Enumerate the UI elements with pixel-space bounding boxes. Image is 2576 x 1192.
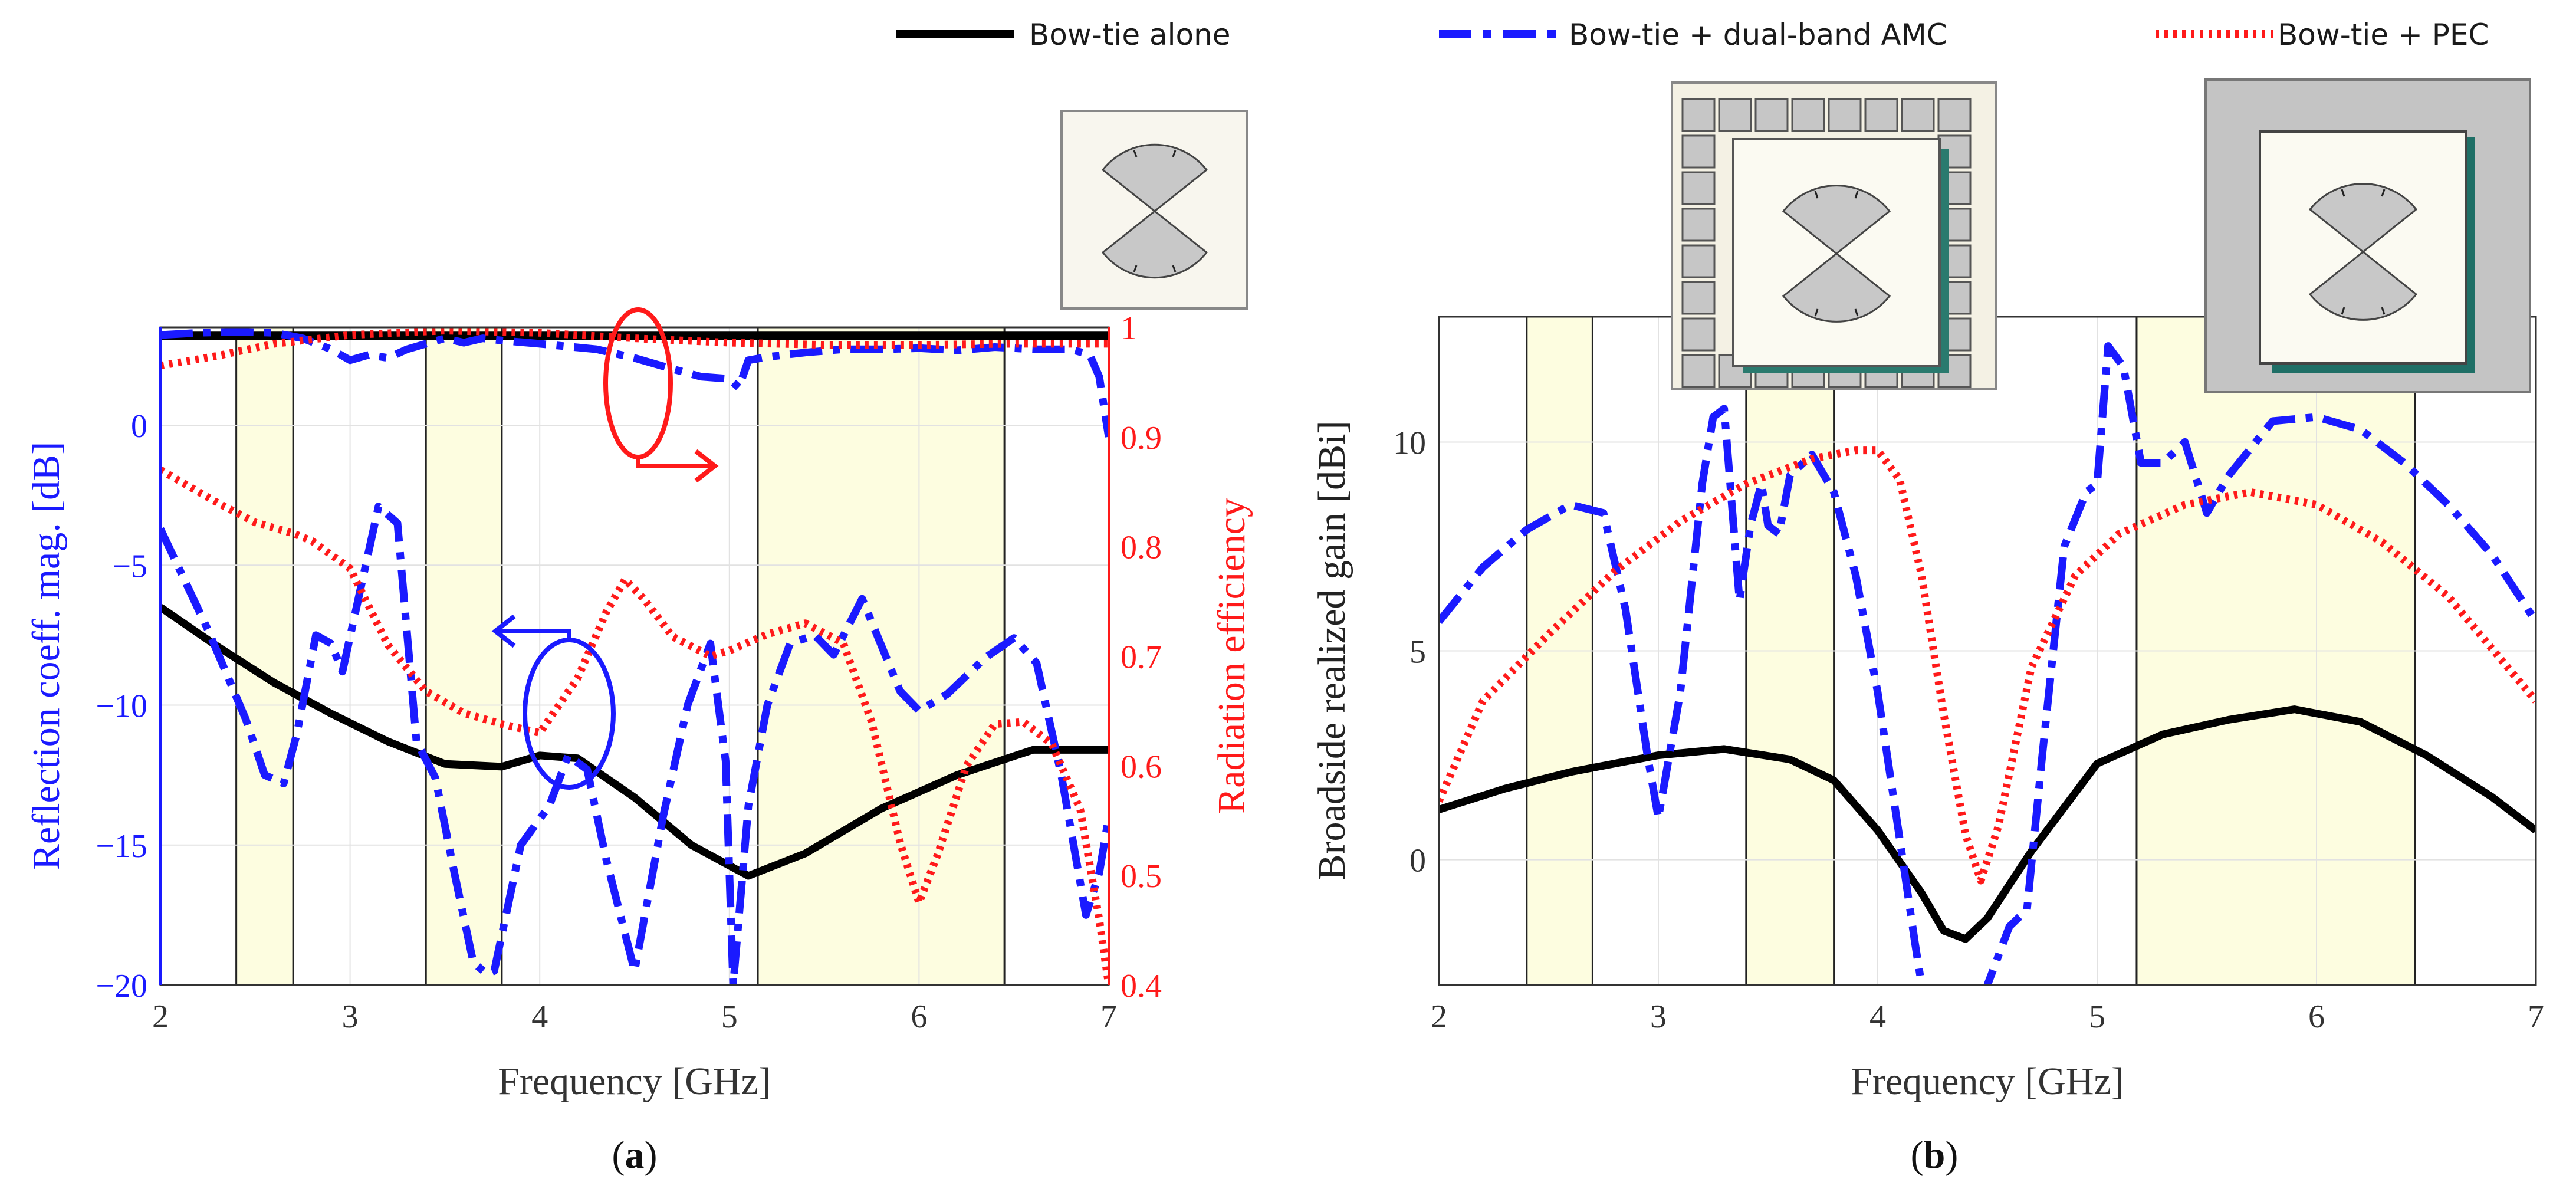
- panel-a-ytick-label: −5: [112, 548, 147, 584]
- panel-a: 2 3 4 5 6 7 0 −5 −10 −15 −20 1 0.9 0.8 0.7 0.6 0.5 0.4 Fr…: [25, 307, 1253, 1177]
- panel-a-series-1: [160, 503, 1109, 985]
- legend: Bow-tie alone Bow-tie + dual-band AMC Bo…: [896, 18, 2489, 52]
- panel-a-series-0: [160, 604, 1109, 880]
- inset-bowtie-pec: [2204, 78, 2531, 393]
- panel-b-series-1: [1439, 342, 2536, 985]
- panel-a-ytick-label: −20: [96, 968, 147, 1004]
- panel-a-ylabel: Reflection coeff. mag. [dB]: [25, 442, 68, 870]
- amc-cell: [1901, 98, 1935, 132]
- panel-b-ytick-label: 5: [1409, 634, 1426, 671]
- legend-label-bowtie-pec: Bow-tie + PEC: [2278, 18, 2489, 52]
- inset-bowtie-alone: [1060, 110, 1248, 310]
- panel-a-ytick-label: 0: [131, 408, 147, 445]
- panel-a-series: [160, 327, 1109, 985]
- panel-b-xtick-label: 6: [2308, 999, 2325, 1035]
- amc-cell: [1681, 171, 1716, 205]
- panel-a-xtick-label: 7: [1100, 999, 1117, 1035]
- panel-a-ytick-right-label: 1: [1121, 310, 1137, 347]
- panel-a-xtick-label: 5: [721, 999, 738, 1035]
- panel-b-xtick-label: 4: [1869, 999, 1886, 1035]
- annotation-red-arrow: [636, 457, 712, 468]
- amc-cell: [1681, 244, 1716, 278]
- panel-a-series-2: [160, 327, 1109, 438]
- panel-b-ticks: 2 3 4 5 6 7 10 5 0: [1393, 425, 2544, 1035]
- panel-a-ytick-right-label: 0.5: [1121, 858, 1162, 895]
- panel-a-band-2: [757, 326, 1006, 986]
- panel-b-caption: (b): [1911, 1134, 1959, 1177]
- panel-b-ytick-label: 10: [1393, 425, 1426, 461]
- amc-cell: [1937, 98, 1972, 132]
- annotation-red-arrowhead: [694, 449, 719, 483]
- panel-a-ytick-right-label: 0.9: [1121, 420, 1162, 457]
- annotation-blue-arrow: [498, 629, 571, 640]
- panel-a-band-1: [425, 326, 503, 986]
- panel-b-ylabel: Broadside realized gain [dBi]: [1310, 421, 1353, 881]
- amc-cell: [1791, 98, 1825, 132]
- panel-a-series-4: [160, 327, 1109, 370]
- amc-cell: [1681, 317, 1716, 352]
- amc-cell: [1681, 354, 1716, 388]
- legend-label-bowtie-alone: Bow-tie alone: [1029, 18, 1231, 52]
- amc-cell: [1864, 98, 1898, 132]
- amc-cell: [1754, 98, 1789, 132]
- inset-bowtie-amc: [1671, 81, 1997, 390]
- panel-b-series-0: [1439, 705, 2536, 943]
- panel-a-ytick-right-label: 0.4: [1121, 968, 1162, 1004]
- amc-cell: [1681, 208, 1716, 242]
- panel-a-ytick-right-label: 0.6: [1121, 748, 1162, 785]
- panel-a-bands: [235, 326, 1006, 986]
- panel-a-caption: (a): [612, 1134, 658, 1177]
- panel-b-xlabel: Frequency [GHz]: [1851, 1060, 2124, 1103]
- panel-a-ytick-label: −10: [96, 688, 147, 725]
- panel-a-ticks: 2 3 4 5 6 7 0 −5 −10 −15 −20 1 0.9 0.8 0.7 0.6 0.5 0.4: [96, 310, 1162, 1035]
- amc-cell: [1681, 134, 1716, 169]
- panel-b-xtick-label: 7: [2528, 999, 2544, 1035]
- panel-a-ytick-label: −15: [96, 828, 147, 865]
- amc-cell: [1681, 98, 1716, 132]
- panel-a-xtick-label: 4: [531, 999, 548, 1035]
- amc-cell: [1681, 281, 1716, 315]
- panel-b-xtick-label: 2: [1431, 999, 1447, 1035]
- panel-b-xtick-label: 3: [1650, 999, 1667, 1035]
- panel-b-ytick-label: 0: [1409, 843, 1426, 879]
- panel-a-xlabel: Frequency [GHz]: [498, 1060, 771, 1103]
- annotation-blue-arrowhead: [491, 614, 516, 648]
- panel-a-xtick-label: 6: [911, 999, 927, 1035]
- panel-b-xtick-label: 5: [2089, 999, 2105, 1035]
- panel-b-series: [1439, 342, 2536, 985]
- panel-a-ytick-right-label: 0.8: [1121, 530, 1162, 566]
- panel-b: 2 3 4 5 6 7 10 5 0 Frequency [GHz] Broadside rea…: [1310, 316, 2544, 1177]
- amc-cell: [1828, 98, 1862, 132]
- panel-b-series-2: [1439, 446, 2536, 885]
- panel-a-xtick-label: 3: [342, 999, 359, 1035]
- panel-a-ytick-right-label: 0.7: [1121, 639, 1162, 676]
- amc-cell: [1718, 98, 1752, 132]
- panel-a-xtick-label: 2: [152, 999, 169, 1035]
- panel-a-ylabel-right: Radiation efficiency: [1210, 498, 1253, 814]
- panel-a-band-0: [235, 326, 294, 986]
- legend-label-bowtie-amc: Bow-tie + dual-band AMC: [1569, 18, 1947, 52]
